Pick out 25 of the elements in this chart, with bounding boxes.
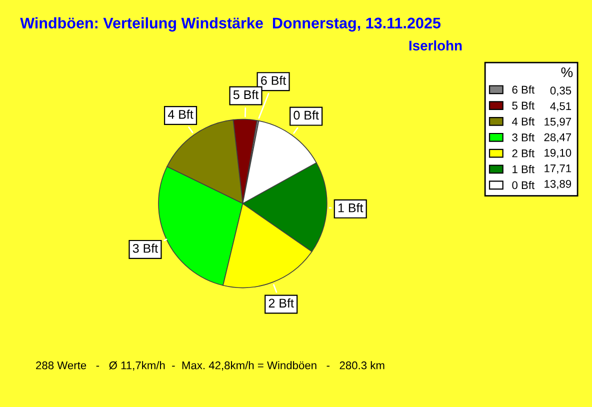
legend-label: 6 Bft (512, 85, 535, 94)
data-label: 13,89 (544, 180, 572, 190)
data-label: 17,71 (544, 164, 572, 174)
legend-label: 4 Bft (512, 117, 535, 126)
data-label: 19,10 (544, 148, 572, 158)
legend-label: 0 Bft (512, 180, 535, 190)
legend-label: 3 Bft (512, 133, 535, 142)
slice-label: 1 Bft (338, 203, 364, 212)
text: 288 Werte - Ø 11,7km/h - Max. 42,8km/h = Windböen - 280.3 km (36, 361, 384, 371)
slice-label: 5 Bft (233, 90, 259, 100)
data-label: 28,47 (544, 133, 572, 142)
chart-subtitle: Iserlohn (409, 40, 462, 51)
chart-title: Windböen: Verteilung Windstärke Donnerstag, 13.11.2025 (20, 17, 441, 32)
data-label: 0,35 (550, 86, 572, 96)
legend-label: 1 Bft (512, 165, 535, 174)
data-label: 4,51 (550, 102, 572, 112)
slice-label: 4 Bft (168, 110, 194, 119)
slice-label: 2 Bft (268, 298, 294, 308)
slice-label: 3 Bft (132, 244, 158, 253)
slice-label: 0 Bft (294, 110, 319, 120)
legend-label: 2 Bft (512, 149, 535, 158)
legend-label: 5 Bft (512, 101, 535, 110)
legend-title: % (561, 67, 573, 78)
data-label: 15,97 (544, 118, 572, 127)
slice-label: 6 Bft (261, 76, 286, 85)
